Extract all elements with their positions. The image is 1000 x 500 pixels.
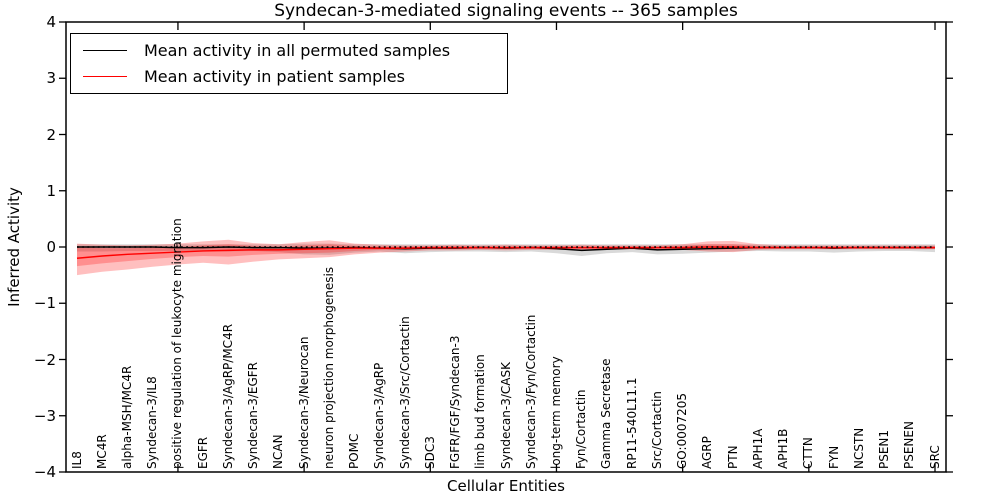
x-tick-label: IL8 — [69, 451, 84, 469]
x-tick-label: PTN — [725, 445, 740, 469]
x-tick-label: Syndecan-3/Fyn/Cortactin — [523, 314, 538, 469]
x-tick-label: APH1A — [750, 428, 765, 469]
x-tick-label: MC4R — [94, 434, 109, 469]
y-tick-label: −4 — [33, 463, 56, 481]
x-tick-label: Syndecan-3/CASK — [498, 362, 513, 469]
x-tick-label: SRC — [927, 445, 942, 469]
x-tick-label: Gamma Secretase — [599, 358, 614, 469]
x-tick-label: FGFR/FGF/Syndecan-3 — [448, 335, 463, 469]
x-tick-label: Syndecan-3/AgRP/MC4R — [220, 323, 235, 469]
legend: Mean activity in all permuted samples Me… — [70, 33, 508, 94]
x-tick-label: PSEN1 — [877, 429, 892, 469]
y-tick-label: 0 — [46, 238, 56, 256]
patient-mean-line — [76, 246, 935, 259]
legend-label-permuted: Mean activity in all permuted samples — [144, 41, 451, 60]
y-tick-label: 2 — [46, 125, 56, 144]
x-tick-label: APH1B — [776, 428, 791, 469]
x-tick-label: CTTN — [801, 437, 816, 469]
y-tick-label: −1 — [33, 294, 56, 313]
x-tick-label: RP11-540L11.1 — [624, 377, 639, 469]
x-axis-label: Cellular Entities — [447, 477, 565, 495]
x-tick-label: positive regulation of leukocyte migrati… — [170, 218, 185, 469]
chart-title: Syndecan-3-mediated signaling events -- … — [274, 1, 738, 21]
x-tick-label: Fyn/Cortactin — [574, 389, 589, 469]
x-tick-label: GO:0007205 — [675, 392, 690, 469]
x-tick-label: EGFR — [195, 436, 210, 469]
x-tick-label: PSENEN — [902, 421, 917, 469]
y-tick-label: 4 — [46, 13, 56, 31]
x-tick-label: POMC — [347, 433, 362, 469]
x-tick-label: Src/Cortactin — [649, 391, 664, 469]
x-tick-label: limb bud formation — [473, 354, 488, 469]
legend-item: Mean activity in all permuted samples — [71, 41, 507, 60]
x-tick-label: long-term memory — [548, 356, 563, 469]
x-tick-label: neuron projection morphogenesis — [321, 266, 336, 469]
y-tick-label: 3 — [46, 69, 56, 88]
x-tick-label: Syndecan-3/IL8 — [145, 376, 160, 469]
x-tick-label: FYN — [826, 445, 841, 469]
x-tick-label: NCAN — [271, 434, 286, 469]
x-tick-label: Syndecan-3/EGFR — [246, 361, 261, 469]
y-tick-label: 1 — [46, 181, 56, 200]
x-tick-label: Syndecan-3/Neurocan — [296, 336, 311, 469]
legend-item: Mean activity in patient samples — [71, 67, 507, 86]
x-tick-label: NCSTN — [851, 427, 866, 469]
legend-black-line-sample — [83, 50, 127, 51]
legend-label-patient: Mean activity in patient samples — [144, 67, 405, 86]
x-tick-label: Syndecan-3/AgRP — [372, 362, 387, 469]
x-tick-label: SDC3 — [422, 436, 437, 469]
x-tick-label: AGRP — [700, 436, 715, 469]
y-tick-label: −2 — [33, 350, 56, 369]
x-tick-label: Syndecan-3/Src/Cortactin — [397, 316, 412, 469]
y-tick-label: −3 — [33, 406, 56, 425]
legend-red-line-sample — [83, 76, 127, 77]
x-tick-label: alpha-MSH/MC4R — [119, 365, 134, 469]
